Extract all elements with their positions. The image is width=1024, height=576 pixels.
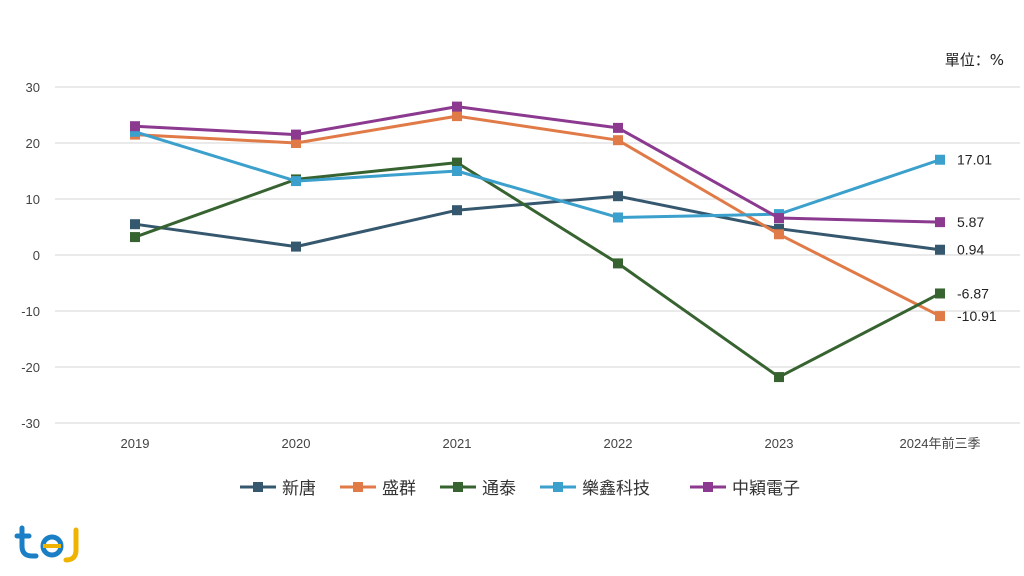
x-tick-label: 2019 [121,436,150,451]
data-point [452,157,462,168]
end-value-label: 17.01 [957,152,992,168]
data-point [130,232,140,243]
y-tick-label: 30 [26,80,40,95]
end-value-label: 0.94 [957,242,984,258]
series-新唐 [130,191,945,255]
y-tick-label: -20 [21,360,40,375]
data-point [613,258,623,269]
unit-label: 單位：% [944,51,1004,69]
legend-label: 通泰 [482,479,516,499]
data-point [774,223,784,234]
data-point [130,219,140,230]
legend-item: 盛群 [340,479,416,499]
data-point [452,205,462,216]
end-value-label: 5.87 [957,214,984,230]
series-中穎電子 [130,101,945,228]
legend-marker [453,482,463,492]
legend: 新唐 盛群 通泰 樂鑫科技 中穎電子 [240,478,800,499]
data-point [291,138,301,148]
data-point [452,166,462,176]
x-tick-label: 2022 [604,436,633,451]
legend-marker [703,482,713,492]
data-point [613,191,623,202]
data-point [291,241,301,252]
legend-marker [253,482,263,492]
data-point [452,111,462,122]
data-point [452,101,462,112]
x-axis-ticks: 2019 2020 2021 2022 2023 2024年前三季 [121,436,981,451]
series [130,101,945,383]
x-tick-label: 2023 [765,436,794,451]
legend-item: 中穎電子 [690,479,800,499]
data-point [130,121,140,132]
legend-item: 通泰 [440,479,516,499]
end-value-label: -6.87 [957,285,989,301]
data-point [291,129,301,140]
series-通泰 [130,157,945,383]
tej-logo-icon [14,525,79,563]
end-labels: 17.01 5.87 0.94 -6.87 -10.91 [957,152,997,324]
series-line [134,161,941,379]
series-line [134,194,941,252]
data-point [613,135,623,146]
legend-marker [553,482,563,492]
legend-item: 樂鑫科技 [540,479,650,499]
data-point [774,372,784,383]
legend-label: 新唐 [282,478,316,499]
data-point [291,176,301,187]
x-tick-label: 2021 [443,436,472,451]
legend-label: 中穎電子 [732,479,800,499]
data-point [935,288,945,299]
series-line [134,114,941,318]
x-tick-label: 2024年前三季 [900,436,981,451]
tej-logo [14,524,94,568]
data-point [613,122,623,133]
legend-label: 樂鑫科技 [582,479,650,499]
data-point [130,126,140,137]
series-line [134,130,941,219]
end-value-label: -10.91 [957,308,997,324]
data-point [935,244,945,255]
y-tick-label: 0 [33,248,40,263]
y-tick-label: -10 [21,304,40,319]
legend-label: 盛群 [382,479,416,499]
grid [55,86,1020,424]
y-tick-label: 10 [26,192,40,207]
legend-item: 新唐 [240,478,316,499]
x-tick-label: 2020 [282,436,311,451]
data-point [613,212,623,223]
data-point [935,217,945,228]
y-tick-label: 20 [26,136,40,151]
data-point [935,154,945,165]
legend-marker [353,482,363,492]
data-point [935,311,945,322]
data-point [774,213,784,224]
y-tick-label: -30 [21,416,40,431]
data-point [774,229,784,240]
series-line [134,105,941,224]
y-axis-ticks: 30 20 10 0 -10 -20 -30 [21,80,40,431]
